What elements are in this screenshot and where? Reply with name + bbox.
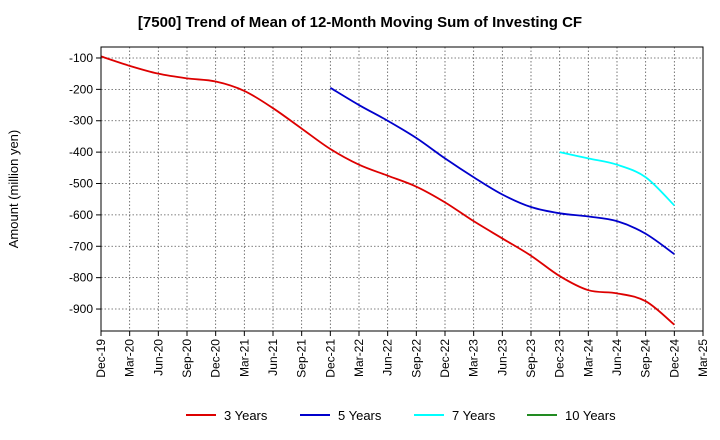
x-tick-label: Sep-21 bbox=[295, 339, 309, 378]
x-tick-label: Jun-24 bbox=[610, 339, 624, 376]
y-tick-label: -700 bbox=[69, 239, 93, 253]
series-line-7-years bbox=[559, 151, 675, 207]
x-tick-label: Sep-23 bbox=[524, 339, 538, 378]
x-tick-label: Dec-19 bbox=[94, 339, 108, 378]
x-tick-label: Mar-25 bbox=[696, 339, 710, 377]
grid-lines bbox=[100, 47, 704, 331]
legend-label-7-years: 7 Years bbox=[452, 408, 496, 423]
y-tick-label: -400 bbox=[69, 145, 93, 159]
x-tick-label: Mar-21 bbox=[237, 339, 251, 377]
y-tick-label: -200 bbox=[69, 82, 93, 96]
y-tick-label: -800 bbox=[69, 271, 93, 285]
chart-title: [7500] Trend of Mean of 12-Month Moving … bbox=[137, 14, 583, 31]
x-tick-label: Mar-22 bbox=[352, 339, 366, 377]
y-axis-label: Amount (million yen) bbox=[6, 130, 21, 249]
plot-frame bbox=[100, 46, 704, 332]
series-line-3-years bbox=[100, 55, 675, 326]
legend-label-5-years: 5 Years bbox=[338, 408, 382, 423]
x-tick-label: Sep-24 bbox=[639, 339, 653, 378]
y-tick-label: -500 bbox=[69, 177, 93, 191]
x-tick-label: Mar-20 bbox=[123, 339, 137, 377]
y-tick-labels: -100 -200 -300 -400 -500 -600 -700 -800 -900 bbox=[69, 51, 101, 316]
legend: 3 Years 5 Years 7 Years 10 Years bbox=[186, 408, 616, 423]
x-tick-label: Mar-23 bbox=[467, 339, 481, 377]
legend-label-3-years: 3 Years bbox=[224, 408, 268, 423]
x-tick-label: Jun-23 bbox=[495, 339, 509, 376]
y-tick-label: -100 bbox=[69, 51, 93, 65]
series-lines bbox=[100, 55, 675, 326]
y-tick-label: -900 bbox=[69, 302, 93, 316]
series-line-5-years bbox=[329, 87, 675, 255]
y-tick-label: -300 bbox=[69, 114, 93, 128]
x-tick-label: Dec-24 bbox=[667, 339, 681, 378]
x-tick-label: Jun-20 bbox=[151, 339, 165, 376]
x-tick-label: Dec-22 bbox=[438, 339, 452, 378]
x-tick-label: Jun-21 bbox=[266, 339, 280, 376]
y-tick-label: -600 bbox=[69, 208, 93, 222]
x-tick-label: Dec-20 bbox=[209, 339, 223, 378]
x-tick-label: Mar-24 bbox=[581, 339, 595, 377]
x-tick-label: Jun-22 bbox=[381, 339, 395, 376]
x-tick-labels: Dec-19 Mar-20 Jun-20 Sep-20 Dec-20 Mar-21 Jun-… bbox=[94, 331, 710, 378]
x-tick-label: Sep-20 bbox=[180, 339, 194, 378]
legend-label-10-years: 10 Years bbox=[565, 408, 616, 423]
x-tick-label: Sep-22 bbox=[409, 339, 423, 378]
x-tick-label: Dec-21 bbox=[323, 339, 337, 378]
x-tick-label: Dec-23 bbox=[553, 339, 567, 378]
